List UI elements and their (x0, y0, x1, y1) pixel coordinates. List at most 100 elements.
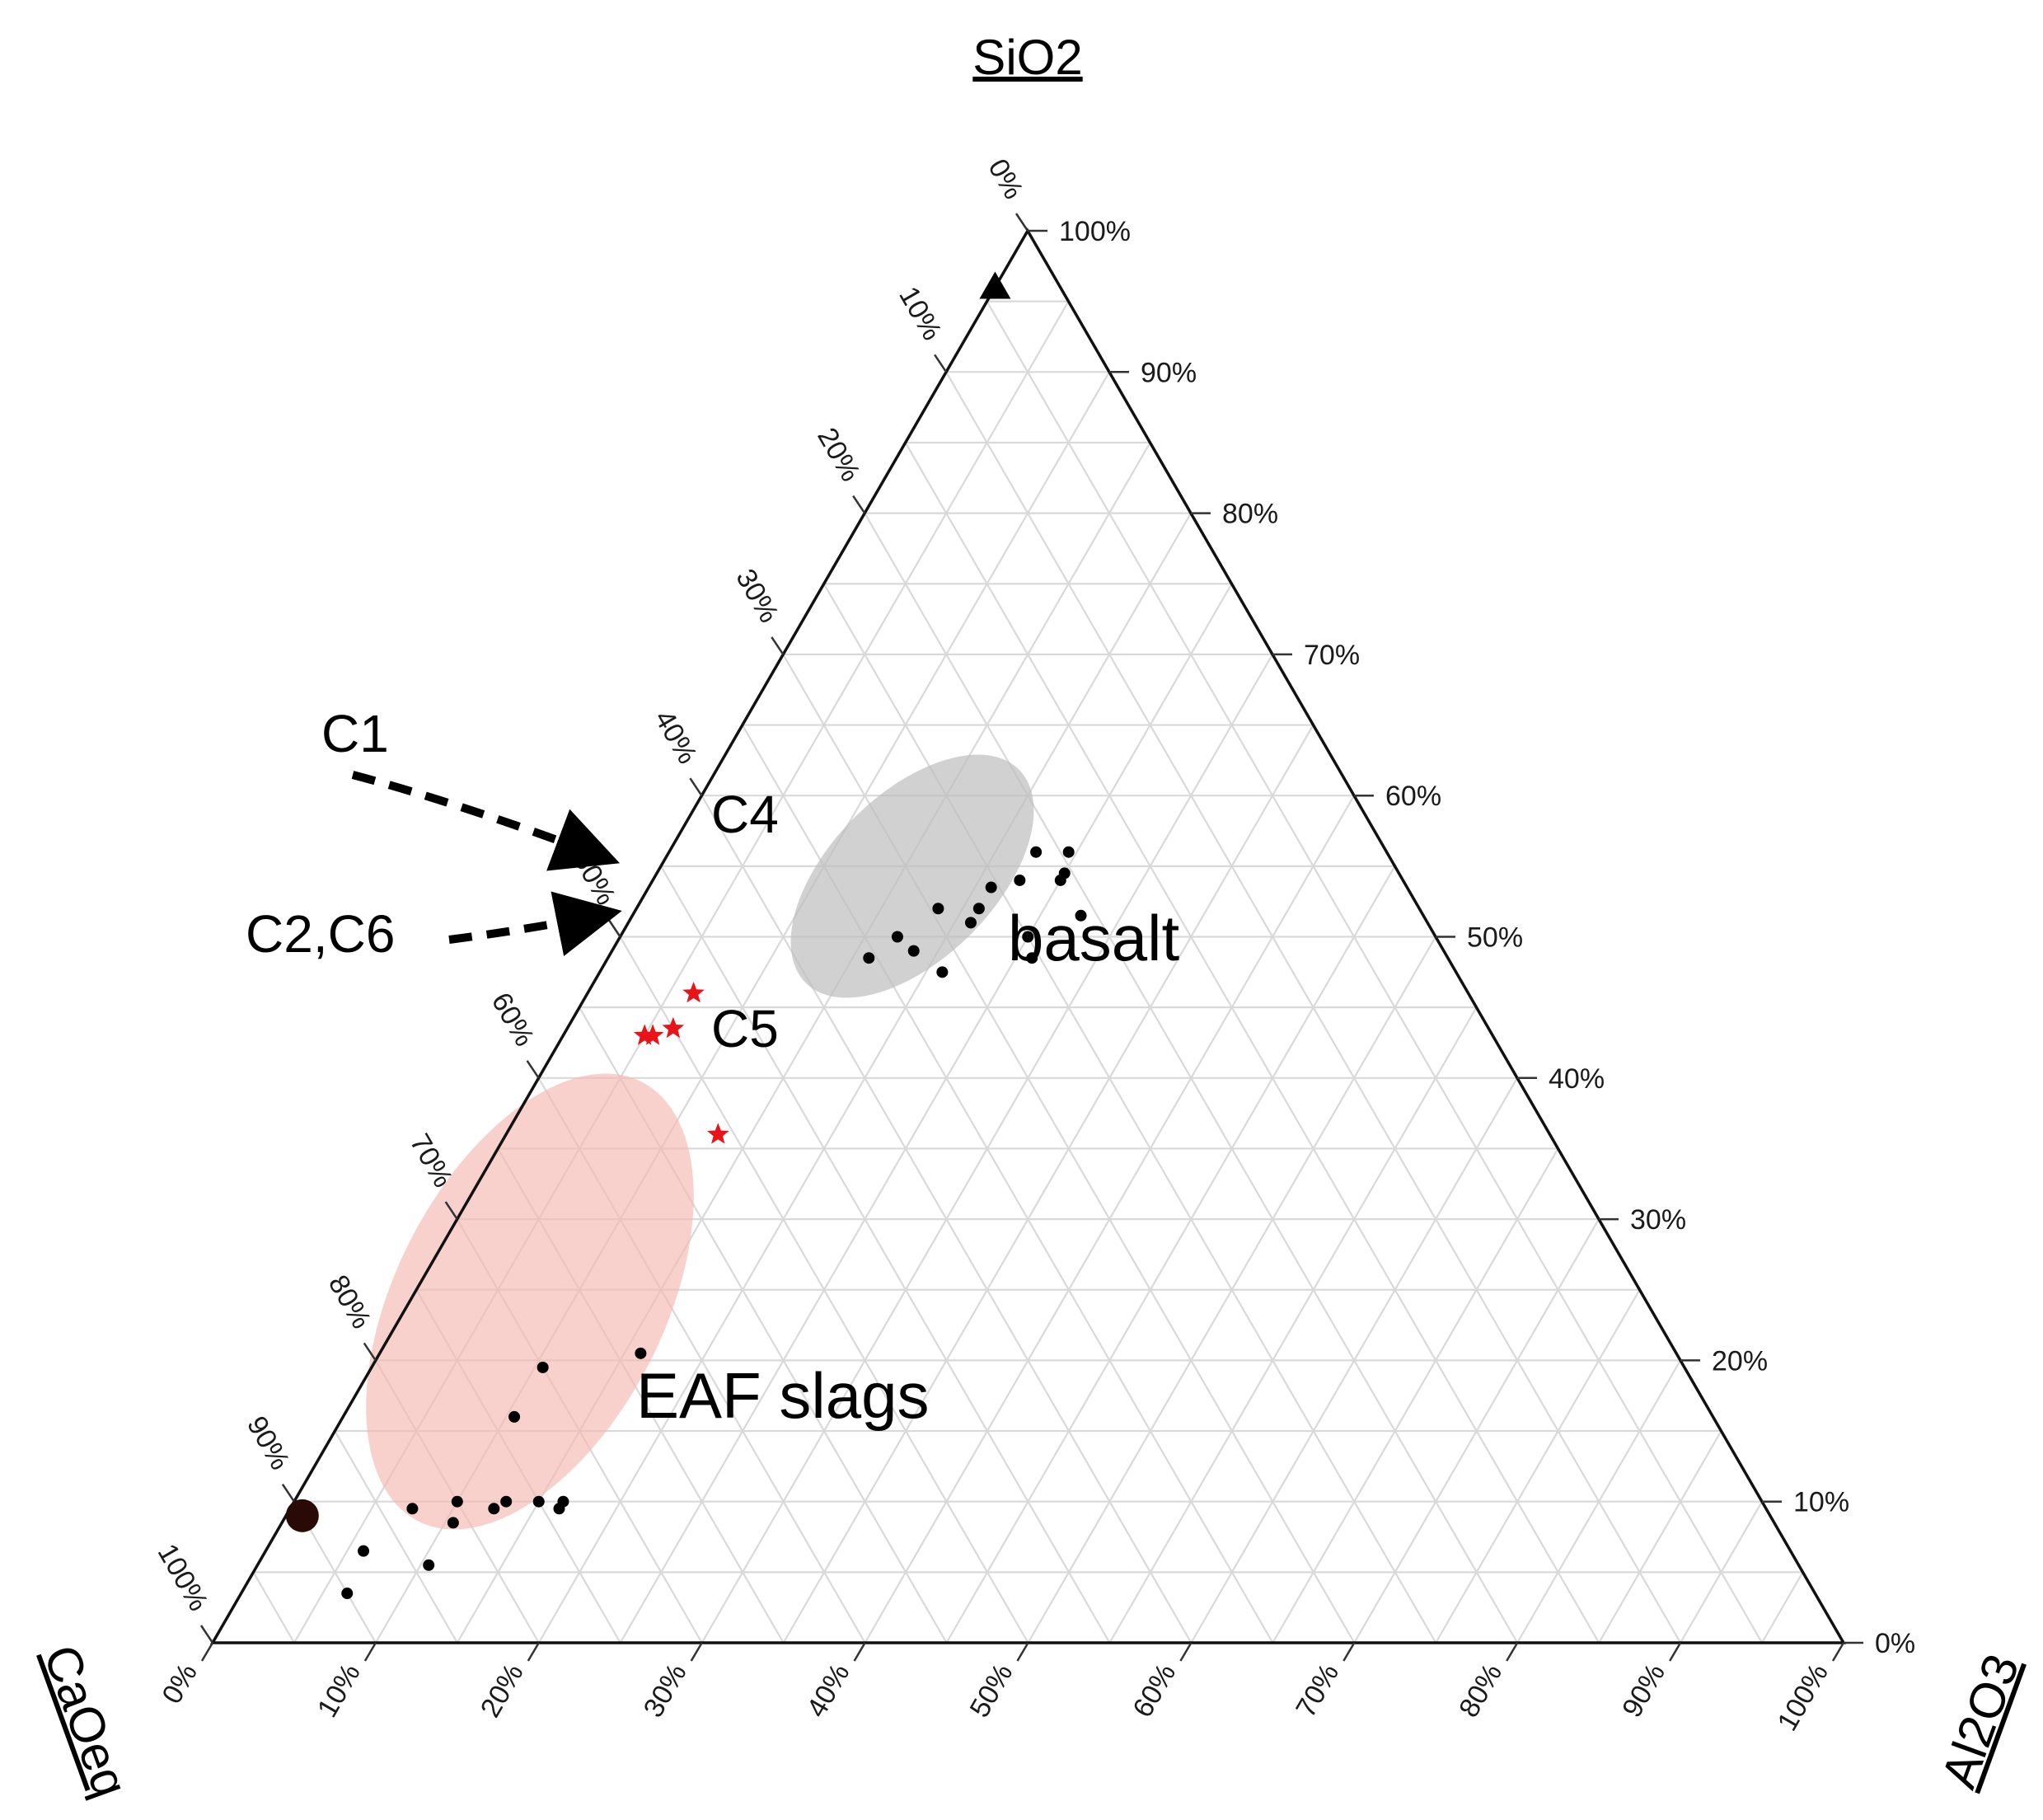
tick-label-caoeq: 20% (811, 423, 866, 487)
eaf-slags-point (358, 1545, 370, 1557)
eaf-slags-point (553, 1503, 565, 1515)
axis-title-caoeq: CaOeq (33, 1638, 138, 1804)
sample-star-marker (633, 1024, 656, 1045)
sample-star-marker (682, 982, 705, 1003)
eaf-slags-point (635, 1347, 647, 1359)
group-regions (366, 754, 1034, 1530)
tick-label-sio2: 100% (1059, 216, 1131, 247)
tick-mark-al2o3 (1831, 1642, 1845, 1662)
tick-label-sio2: 30% (1630, 1204, 1686, 1236)
eaf-slags-point (532, 1495, 545, 1508)
tick-label-caoeq: 0% (982, 153, 1029, 204)
grid-line-al2o3 (1272, 1147, 1559, 1644)
grid-line-al2o3 (782, 724, 1314, 1644)
label-eaf-slags: EAF slags (636, 1359, 929, 1432)
tick-label-al2o3: 0% (156, 1658, 203, 1710)
tick-label-caoeq: 50% (567, 847, 622, 911)
tick-mark-caoeq (852, 495, 866, 514)
tick-label-caoeq: 30% (729, 564, 785, 628)
grid-line-al2o3 (1353, 1218, 1600, 1644)
basalt-point (1022, 931, 1034, 943)
tick-mark-al2o3 (853, 1642, 866, 1662)
grid-line-caoeq (252, 1571, 295, 1644)
tick-mark-caoeq (199, 1625, 214, 1644)
eaf-slags-point (451, 1495, 463, 1508)
label-c4: C4 (711, 785, 779, 844)
eaf-region (366, 1073, 694, 1530)
tick-label-caoeq: 80% (322, 1269, 377, 1334)
tick-mark-al2o3 (527, 1642, 540, 1662)
basalt-point (1014, 874, 1026, 886)
tick-mark-caoeq (934, 354, 948, 373)
tick-mark-caoeq (607, 918, 621, 938)
basalt-point (972, 903, 985, 915)
basalt-point (863, 952, 875, 964)
tick-label-al2o3: 100% (1772, 1658, 1834, 1736)
tick-label-al2o3: 50% (963, 1658, 1019, 1723)
basalt-point (1075, 909, 1087, 922)
grid-line-al2o3 (1680, 1501, 1763, 1644)
sample-star-marker (641, 1024, 664, 1045)
eaf-slags-point (447, 1517, 459, 1529)
arrow-c2-c6 (448, 891, 622, 956)
tick-label-sio2: 70% (1304, 640, 1360, 671)
tick-label-sio2: 20% (1712, 1345, 1768, 1377)
tick-mark-al2o3 (1179, 1642, 1193, 1662)
tick-mark-caoeq (1014, 213, 1029, 232)
label-c2-c6: C2,C6 (246, 904, 395, 964)
grid-line-al2o3 (945, 865, 1396, 1644)
grid-line-caoeq (334, 1430, 458, 1644)
label-c1: C1 (321, 704, 389, 763)
tick-label-al2o3: 20% (475, 1658, 530, 1723)
tick-label-caoeq: 90% (241, 1411, 296, 1475)
tick-label-caoeq: 40% (648, 705, 703, 769)
tick-mark-al2o3 (1506, 1642, 1519, 1662)
eaf-slags-point (500, 1495, 513, 1508)
tick-mark-caoeq (689, 777, 703, 796)
tick-label-caoeq: 100% (152, 1539, 214, 1616)
tick-label-sio2: 60% (1385, 781, 1441, 812)
grid-line-al2o3 (1598, 1430, 1722, 1644)
grid-line-al2o3 (1435, 1289, 1641, 1644)
tick-label-sio2: 80% (1222, 499, 1278, 530)
large-circle-marker (285, 1499, 319, 1532)
tick-label-sio2: 50% (1467, 922, 1523, 954)
tick-label-sio2: 90% (1141, 357, 1197, 388)
basalt-region (790, 754, 1034, 998)
grid-line-al2o3 (1761, 1571, 1804, 1644)
tick-mark-caoeq (444, 1201, 458, 1220)
grid-line-al2o3 (1516, 1359, 1681, 1644)
triangle-marker (979, 271, 1011, 299)
basalt-point (936, 966, 949, 978)
tick-label-al2o3: 60% (1127, 1658, 1182, 1723)
tick-label-al2o3: 90% (1616, 1658, 1671, 1723)
grid-line-al2o3 (1190, 1077, 1518, 1644)
grid-line-caoeq (904, 442, 1600, 1644)
tick-mark-caoeq (363, 1342, 377, 1362)
grid-line-al2o3 (619, 583, 1233, 1644)
label-c5: C5 (711, 999, 779, 1058)
basalt-point (964, 917, 977, 929)
axis-title-al2o3: Al2O3 (1931, 1647, 2030, 1795)
basalt-point (932, 903, 944, 915)
tick-mark-al2o3 (200, 1642, 214, 1662)
tick-mark-al2o3 (1016, 1642, 1029, 1662)
eaf-slags-point (488, 1503, 500, 1515)
tick-label-caoeq: 60% (485, 987, 541, 1052)
tick-mark-al2o3 (1342, 1642, 1356, 1662)
eaf-slags-point (341, 1588, 354, 1600)
tick-label-al2o3: 40% (801, 1658, 856, 1723)
grid-line-caoeq (822, 583, 1437, 1644)
basalt-point (891, 931, 903, 943)
tick-label-sio2: 0% (1875, 1628, 1915, 1659)
tick-label-sio2: 10% (1793, 1487, 1849, 1518)
basalt-point (1026, 952, 1038, 964)
tick-label-al2o3: 30% (638, 1658, 693, 1723)
basalt-point (985, 881, 997, 894)
tick-mark-caoeq (526, 1060, 540, 1079)
tick-label-al2o3: 70% (1290, 1658, 1345, 1723)
eaf-slags-point (406, 1503, 419, 1515)
basalt-point (1062, 846, 1075, 858)
basalt-point (1030, 846, 1043, 858)
